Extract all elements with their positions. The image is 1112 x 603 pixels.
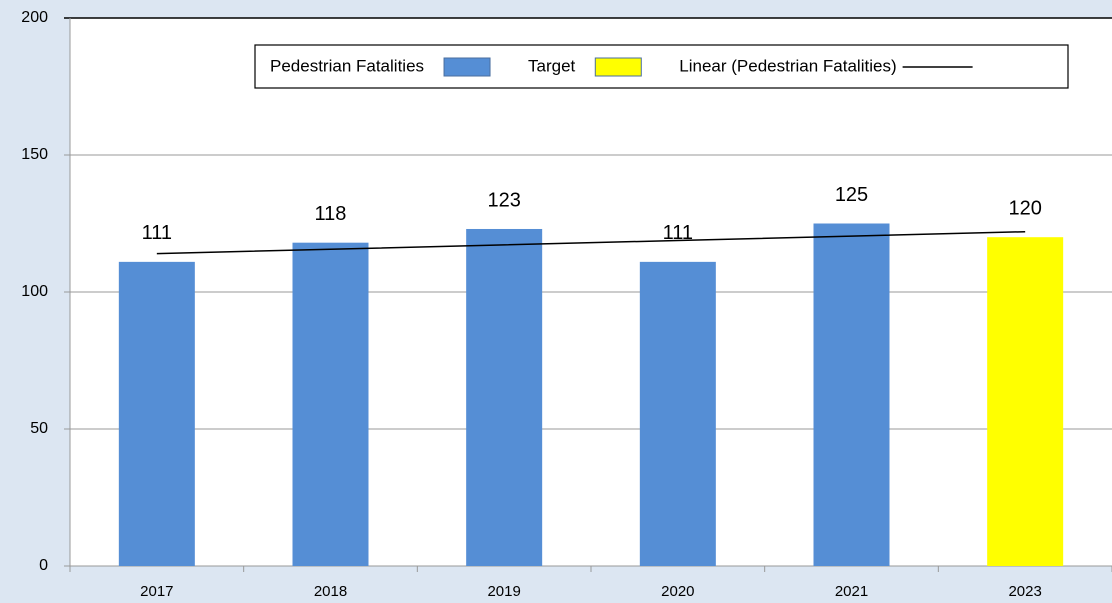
x-tick-label: 2019 xyxy=(487,583,520,600)
x-tick-label: 2023 xyxy=(1008,583,1041,600)
legend-label: Pedestrian Fatalities xyxy=(270,56,424,75)
x-tick-label: 2021 xyxy=(835,583,868,600)
legend-swatch xyxy=(594,57,642,77)
data-label: 111 xyxy=(142,222,172,244)
y-tick-label: 50 xyxy=(30,420,48,437)
data-label: 118 xyxy=(315,203,347,225)
legend-swatch xyxy=(443,57,491,77)
y-tick-label: 100 xyxy=(21,283,48,300)
data-label: 111 xyxy=(663,222,693,244)
bar xyxy=(639,261,716,566)
trend-line xyxy=(156,230,1026,255)
legend-label: Linear (Pedestrian Fatalities) xyxy=(679,56,896,75)
legend-label: Target xyxy=(528,56,576,75)
y-tick-label: 200 xyxy=(21,9,48,26)
bar xyxy=(813,223,890,566)
x-tick-label: 2020 xyxy=(661,583,694,600)
x-tick-label: 2017 xyxy=(140,583,173,600)
data-label: 123 xyxy=(487,189,520,211)
bar xyxy=(987,237,1064,566)
bar xyxy=(466,228,543,567)
bar xyxy=(292,242,369,566)
data-label: 125 xyxy=(835,184,868,206)
y-tick-label: 0 xyxy=(39,557,48,574)
bar xyxy=(118,261,195,566)
y-tick-label: 150 xyxy=(21,146,48,163)
data-label: 120 xyxy=(1008,197,1041,219)
x-tick-label: 2018 xyxy=(314,583,347,600)
